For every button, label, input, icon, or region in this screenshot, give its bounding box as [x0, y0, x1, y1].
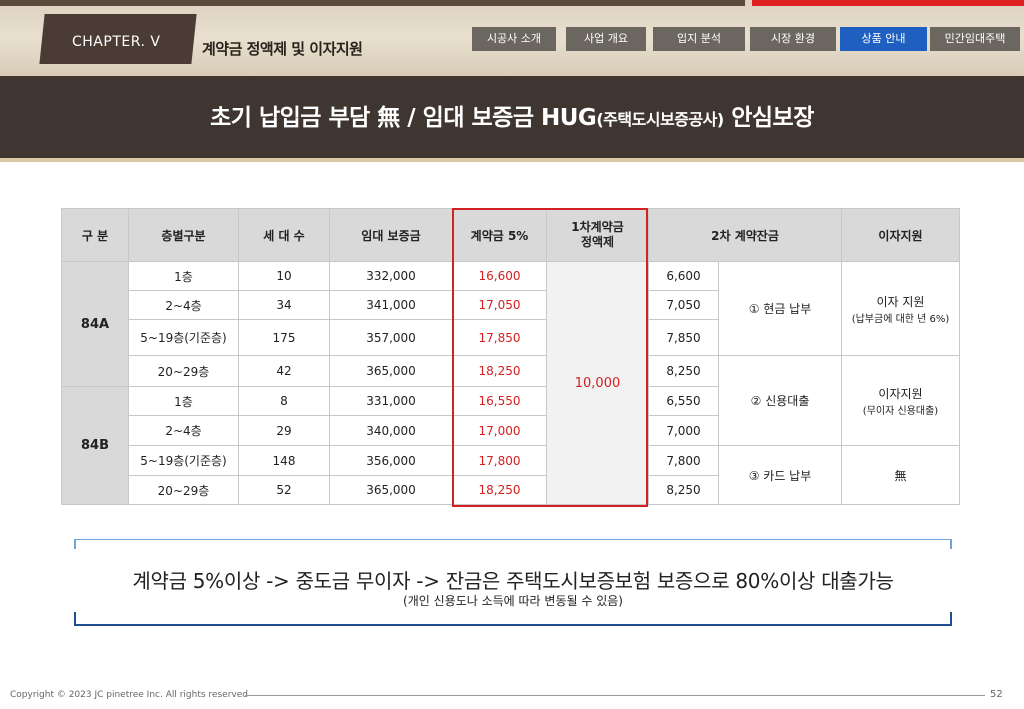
- table-row: 5~19층(기준층) 175 357,000 17,850 7,850: [62, 319, 960, 356]
- summary-tick-right: [950, 539, 952, 549]
- contract-cell: 18,250: [452, 475, 547, 505]
- balance-cell: 8,250: [648, 475, 719, 505]
- top-accent-line: [0, 0, 745, 6]
- summary-tick-bottom-left: [74, 612, 76, 625]
- table-row: 20~29층 42 365,000 18,250 8,250 ② 신용대출 이자…: [62, 355, 960, 446]
- headline-small: (주택도시보증공사): [596, 110, 724, 129]
- page-number: 52: [990, 689, 1003, 700]
- contract-cell: 16,550: [452, 386, 547, 416]
- balance-cell: 7,800: [648, 445, 719, 476]
- headline-banner: [0, 76, 1024, 162]
- payment-method-credit: ② 신용대출: [718, 355, 842, 446]
- summary-top-line: [74, 539, 952, 540]
- chapter-label: CHAPTER. Ⅴ: [72, 34, 161, 50]
- nav-item-rental[interactable]: 민간임대주택: [930, 27, 1020, 51]
- deposit-cell: 357,000: [329, 319, 453, 356]
- floor-cell: 5~19층(기준층): [128, 319, 239, 356]
- table-row: 5~19층(기준층) 148 356,000 17,800 7,800 ③ 카드…: [62, 445, 960, 505]
- header-units: 세 대 수: [238, 208, 330, 262]
- type-84b: 84B: [61, 386, 129, 505]
- headline-main: 초기 납입금 부담 無 / 임대 보증금 HUG: [210, 105, 597, 131]
- balance-cell: 6,600: [648, 261, 719, 291]
- nav-item-overview[interactable]: 사업 개요: [566, 27, 646, 51]
- units-cell: 148: [238, 445, 330, 476]
- header-floor: 층별구분: [128, 208, 239, 262]
- payment-table: 구 분 층별구분 세 대 수 임대 보증금 계약금 5% 1차계약금 정액제 2차…: [61, 208, 960, 505]
- summary-tick-left: [74, 539, 76, 549]
- contract-cell: 17,850: [452, 319, 547, 356]
- contract-cell: 17,050: [452, 290, 547, 320]
- table-header-row: 구 분 층별구분 세 대 수 임대 보증금 계약금 5% 1차계약금 정액제 2차…: [61, 208, 960, 262]
- nav-item-product[interactable]: 상품 안내: [840, 27, 927, 51]
- deposit-cell: 331,000: [329, 386, 453, 416]
- balance-cell: 8,250: [648, 355, 719, 387]
- balance-cell: 6,550: [648, 386, 719, 416]
- summary-tick-bottom-right: [950, 612, 952, 625]
- deposit-cell: 365,000: [329, 355, 453, 387]
- top-red-accent-line: [752, 0, 1024, 6]
- contract-cell: 17,800: [452, 445, 547, 476]
- chapter-title: 계약금 정액제 및 이자지원: [202, 40, 363, 58]
- nav-item-location[interactable]: 입지 분석: [653, 27, 745, 51]
- header-deposit: 임대 보증금: [329, 208, 453, 262]
- type-84a: 84A: [61, 261, 129, 387]
- interest-note: (납부금에 대한 년 6%): [851, 313, 950, 325]
- deposit-cell: 365,000: [329, 475, 453, 505]
- contract-cell: 16,600: [452, 261, 547, 291]
- contract-cell: 18,250: [452, 355, 547, 387]
- interest-support-card: 無: [841, 445, 960, 505]
- units-cell: 42: [238, 355, 330, 387]
- floor-cell: 20~29층: [128, 475, 239, 505]
- contract-cell: 17,000: [452, 415, 547, 446]
- summary-sub-text: (개인 신용도나 소득에 따라 변동될 수 있음): [403, 594, 623, 608]
- nav-item-market[interactable]: 시장 환경: [750, 27, 836, 51]
- deposit-cell: 341,000: [329, 290, 453, 320]
- balance-cell: 7,050: [648, 290, 719, 320]
- table-row: 84A 1층 10 332,000 16,600 10,000 6,600 ① …: [61, 261, 960, 505]
- interest-main: 無: [894, 468, 907, 483]
- copyright-text: Copyright © 2023 JC pinetree Inc. All ri…: [10, 690, 248, 700]
- deposit-cell: 340,000: [329, 415, 453, 446]
- balance-cell: 7,000: [648, 415, 719, 446]
- units-cell: 52: [238, 475, 330, 505]
- interest-main: 이자지원: [878, 386, 923, 401]
- header-second-payment: 2차 계약잔금: [648, 208, 842, 262]
- header-interest: 이자지원: [841, 208, 960, 262]
- floor-cell: 1층: [128, 386, 239, 416]
- nav-item-company[interactable]: 시공사 소개: [472, 27, 556, 51]
- balance-cell: 7,850: [648, 319, 719, 356]
- floor-cell: 2~4층: [128, 415, 239, 446]
- header-contract: 계약금 5%: [452, 208, 547, 262]
- summary-bottom-line: [74, 624, 952, 626]
- header-first-payment: 1차계약금 정액제: [546, 208, 649, 262]
- floor-cell: 1층: [128, 261, 239, 291]
- table-row: 2~4층 34 341,000 17,050 7,050: [62, 290, 960, 320]
- table-row: 20~29층 52 365,000 18,250 8,250: [62, 475, 960, 505]
- table-row: 84B 1층 8 331,000 16,550 6,550: [61, 386, 960, 505]
- units-cell: 175: [238, 319, 330, 356]
- units-cell: 8: [238, 386, 330, 416]
- footer-divider: [245, 695, 985, 696]
- summary-main-text: 계약금 5%이상 -> 중도금 무이자 -> 잔금은 주택도시보증보험 보증으로…: [132, 569, 894, 593]
- interest-note: (무이자 신용대출): [862, 405, 939, 417]
- payment-method-cash: ① 현금 납부: [718, 261, 842, 356]
- floor-cell: 5~19층(기준층): [128, 445, 239, 476]
- floor-cell: 20~29층: [128, 355, 239, 387]
- units-cell: 34: [238, 290, 330, 320]
- interest-support-cash: 이자 지원 (납부금에 대한 년 6%): [841, 261, 960, 356]
- headline-end: 안심보장: [723, 105, 814, 131]
- units-cell: 29: [238, 415, 330, 446]
- interest-support-credit: 이자지원 (무이자 신용대출): [841, 355, 960, 446]
- headline-text: 초기 납입금 부담 無 / 임대 보증금 HUG(주택도시보증공사) 안심보장: [0, 98, 1024, 132]
- fixed-first-payment: 10,000: [546, 261, 649, 505]
- deposit-cell: 332,000: [329, 261, 453, 291]
- payment-method-card: ③ 카드 납부: [718, 445, 842, 505]
- units-cell: 10: [238, 261, 330, 291]
- deposit-cell: 356,000: [329, 445, 453, 476]
- floor-cell: 2~4층: [128, 290, 239, 320]
- interest-main: 이자 지원: [876, 294, 925, 309]
- header-type: 구 분: [61, 208, 129, 262]
